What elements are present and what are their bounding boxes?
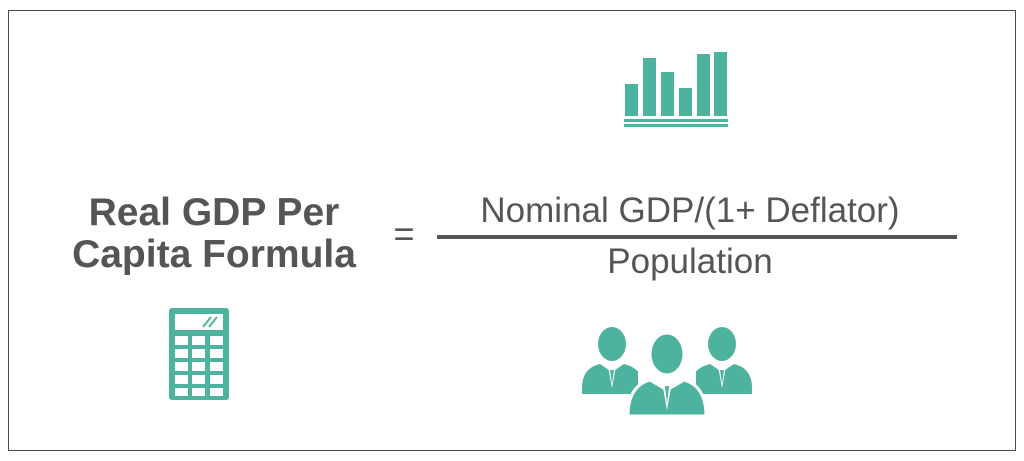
formula-title: Real GDP Per Capita Formula bbox=[30, 192, 398, 276]
formula-numerator: Nominal GDP/(1+ Deflator) bbox=[480, 191, 900, 230]
formula-denominator: Population bbox=[607, 242, 773, 281]
formula-title-line1: Real GDP Per bbox=[88, 191, 340, 234]
people-group-icon bbox=[582, 327, 752, 416]
equals-sign: = bbox=[393, 213, 415, 254]
formula-title-line2: Capita Formula bbox=[72, 233, 356, 276]
bar-chart-icon bbox=[624, 52, 728, 127]
calculator-icon bbox=[169, 308, 229, 400]
fraction-bar bbox=[437, 235, 957, 239]
